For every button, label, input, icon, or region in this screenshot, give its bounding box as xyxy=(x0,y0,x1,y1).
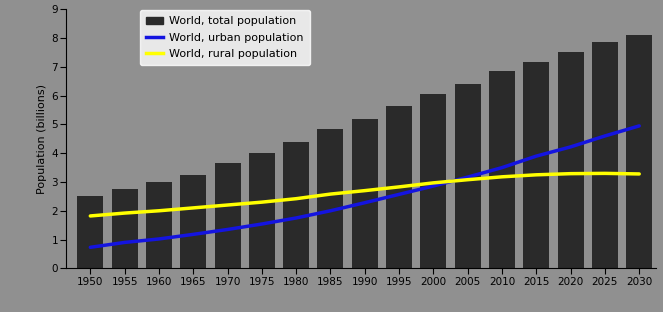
Bar xyxy=(352,119,378,268)
Bar xyxy=(249,153,275,268)
Bar xyxy=(523,62,550,268)
Legend: World, total population, World, urban population, World, rural population: World, total population, World, urban po… xyxy=(140,10,310,65)
Bar xyxy=(318,129,343,268)
Bar xyxy=(592,41,618,268)
Bar xyxy=(215,163,241,268)
Bar xyxy=(146,182,172,268)
Bar xyxy=(558,52,583,268)
Bar xyxy=(180,175,206,268)
Bar xyxy=(455,84,481,268)
Bar xyxy=(489,71,515,268)
Bar xyxy=(386,106,412,268)
Bar xyxy=(283,142,309,268)
Bar xyxy=(420,94,446,268)
Bar xyxy=(111,189,138,268)
Bar xyxy=(78,196,103,268)
Y-axis label: Population (billions): Population (billions) xyxy=(37,84,47,194)
Bar xyxy=(626,35,652,268)
